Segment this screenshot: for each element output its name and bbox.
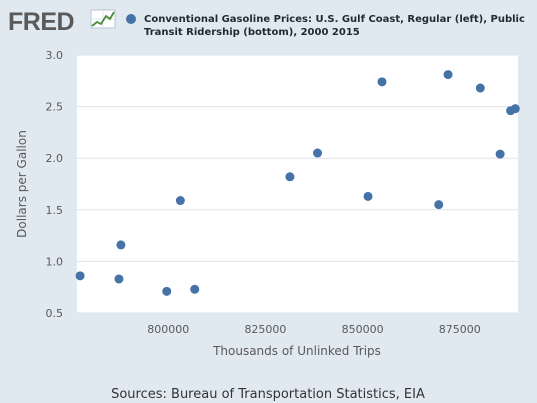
data-point[interactable] (434, 200, 444, 210)
fred-logo-text: FRED (8, 8, 74, 36)
x-axis: 800000 825000 850000 875000 (147, 323, 480, 336)
data-point[interactable] (114, 274, 124, 284)
data-points (75, 70, 520, 296)
fred-logo-chart-icon (90, 9, 116, 29)
data-point[interactable] (510, 104, 520, 114)
y-tick-label: 2.0 (46, 152, 64, 165)
data-point[interactable] (443, 70, 453, 80)
y-axis-label: Dollars per Gallon (15, 130, 29, 238)
data-point[interactable] (475, 83, 485, 93)
x-tick-label: 825000 (244, 323, 286, 336)
gridlines (77, 54, 518, 314)
data-point[interactable] (313, 148, 323, 158)
x-tick-label: 800000 (147, 323, 189, 336)
data-point[interactable] (162, 286, 172, 296)
data-point[interactable] (285, 172, 295, 182)
y-tick-label: 3.0 (46, 49, 64, 62)
x-tick-label: 850000 (342, 323, 384, 336)
y-tick-label: 1.5 (46, 204, 64, 217)
y-tick-label: 2.5 (46, 101, 64, 114)
data-point[interactable] (363, 191, 373, 201)
y-tick-label: 0.5 (46, 307, 64, 320)
legend-marker (126, 14, 136, 24)
x-tick-label: 875000 (439, 323, 481, 336)
plot-area (77, 55, 518, 313)
data-point[interactable] (190, 284, 200, 294)
y-axis: 0.5 1.0 1.5 2.0 2.5 3.0 (46, 49, 64, 320)
data-point[interactable] (75, 271, 85, 281)
data-point[interactable] (175, 196, 185, 206)
sources-note: Sources: Bureau of Transportation Statis… (111, 387, 425, 402)
y-tick-label: 1.0 (46, 255, 64, 268)
fred-logo[interactable]: FRED (8, 8, 116, 36)
data-point[interactable] (116, 240, 126, 250)
data-point[interactable] (377, 77, 387, 87)
legend: Conventional Gasoline Prices: U.S. Gulf … (126, 14, 525, 38)
legend-label-line-1: Conventional Gasoline Prices: U.S. Gulf … (144, 14, 525, 25)
data-point[interactable] (495, 149, 505, 159)
x-axis-label: Thousands of Unlinked Trips (212, 344, 381, 358)
legend-label-line-2: Transit Ridership (bottom), 2000 2015 (144, 27, 360, 38)
